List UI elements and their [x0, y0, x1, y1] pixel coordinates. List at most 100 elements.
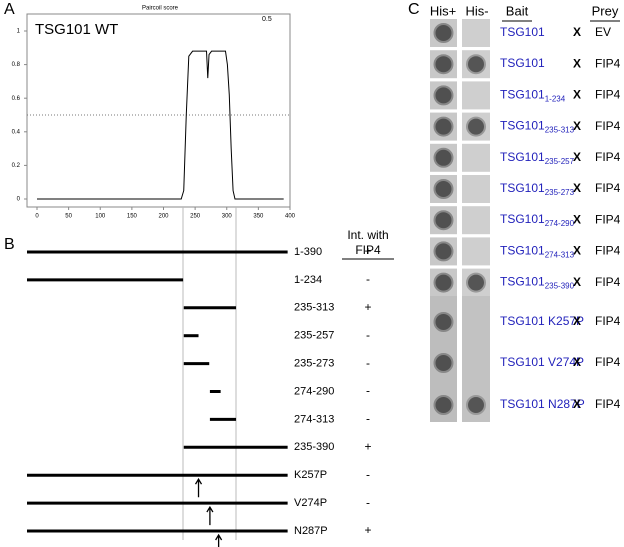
cross: X — [573, 355, 581, 369]
plate-his-minus — [462, 81, 490, 110]
y-tick-label: 0.4 — [12, 129, 21, 135]
construct-label: K257P — [294, 469, 327, 481]
bait-range: 235-390 — [545, 282, 575, 291]
cross: X — [573, 25, 581, 39]
mutation-arrow — [194, 477, 203, 498]
prey: FIP4 — [595, 212, 621, 226]
panel-label: C — [408, 1, 420, 18]
x-tick-label: 50 — [65, 214, 72, 220]
bait: TSG101 — [500, 56, 545, 70]
column-header: FIP4 — [355, 243, 381, 257]
prey: FIP4 — [595, 56, 621, 70]
bait-name: TSG101 — [500, 150, 545, 164]
column-header: Bait — [506, 3, 529, 18]
column-header: His+ — [430, 3, 456, 18]
bait-range: 235-257 — [545, 157, 575, 166]
plate-his-minus — [462, 19, 490, 47]
bait-range: 235-273 — [545, 188, 575, 197]
colony — [433, 179, 454, 199]
bait-name: TSG101 — [500, 244, 545, 258]
plot-label: TSG101 WT — [35, 21, 118, 38]
cross: X — [573, 56, 581, 70]
colony — [433, 54, 454, 75]
colony — [466, 116, 486, 137]
bait-name: TSG101 — [500, 181, 545, 195]
bait-range: 274-290 — [545, 219, 575, 228]
interaction: - — [366, 272, 370, 286]
prey: FIP4 — [595, 275, 621, 289]
x-tick-label: 300 — [222, 214, 233, 220]
plot-frame — [26, 13, 291, 208]
construct-label: 1-390 — [294, 246, 322, 258]
bait-name: TSG101 — [500, 212, 545, 226]
plot-title: Paircoil score — [142, 6, 179, 12]
y-tick-label: 0.8 — [12, 62, 21, 68]
column-header: Int. with — [347, 228, 388, 242]
interaction: + — [364, 300, 371, 314]
cross: X — [573, 397, 581, 411]
bait: TSG101235-390 — [500, 275, 575, 291]
construct-label: 235-273 — [294, 358, 334, 370]
y-tick-label: 0.2 — [12, 163, 21, 169]
bait: TSG101274-290 — [500, 212, 575, 228]
cross: X — [573, 88, 581, 102]
bait: TSG101235-257 — [500, 150, 575, 166]
cross: X — [573, 181, 581, 195]
x-tick-label: 100 — [95, 214, 106, 220]
bait: TSG101 K257P — [500, 314, 584, 328]
bait-name: TSG101 — [500, 56, 545, 70]
y-tick-label: 0.6 — [12, 96, 21, 102]
colony — [433, 210, 454, 231]
colony — [433, 312, 454, 332]
bait: TSG101 N287P — [500, 397, 585, 411]
bait-name: TSG101 N287P — [500, 397, 585, 411]
x-tick-label: 400 — [285, 214, 296, 220]
interaction: + — [364, 244, 371, 258]
prey: FIP4 — [595, 244, 621, 258]
bait-name: TSG101 — [500, 25, 545, 39]
prey: FIP4 — [595, 119, 621, 133]
mutation-arrow — [215, 533, 223, 547]
interaction: - — [366, 467, 370, 481]
interaction: + — [364, 439, 371, 453]
bait: TSG101 — [500, 25, 545, 39]
mutation-arrow — [206, 505, 214, 526]
y-tick-label: 1 — [17, 29, 21, 35]
bait-name: TSG101 V274P — [500, 355, 584, 369]
colony — [433, 353, 454, 373]
x-tick-label: 150 — [127, 214, 138, 220]
x-tick-label: 0 — [35, 214, 39, 220]
plate-his-minus — [462, 237, 490, 266]
construct-label: 235-257 — [294, 330, 334, 342]
colony — [466, 395, 486, 415]
bait: TSG1011-234 — [500, 88, 566, 104]
prey: EV — [595, 25, 611, 39]
colony — [433, 23, 454, 43]
colony — [466, 54, 486, 75]
construct-label: 1-234 — [294, 274, 322, 286]
bait: TSG101 V274P — [500, 355, 584, 369]
bait-range: 1-234 — [545, 95, 566, 104]
colony — [433, 116, 454, 137]
construct-label: 274-313 — [294, 413, 334, 425]
bait: TSG101235-313 — [500, 119, 575, 135]
bait-range: 274-313 — [545, 251, 575, 260]
bait-name: TSG101 K257P — [500, 314, 584, 328]
colony — [433, 147, 454, 168]
x-tick-label: 250 — [190, 214, 201, 220]
x-tick-label: 350 — [253, 214, 264, 220]
bait: TSG101274-313 — [500, 244, 575, 260]
construct-label: V274P — [294, 497, 327, 509]
bait-name: TSG101 — [500, 119, 545, 133]
interaction: + — [364, 523, 371, 537]
cross: X — [573, 212, 581, 226]
interaction: - — [366, 328, 370, 342]
prey: FIP4 — [595, 88, 621, 102]
cross: X — [573, 150, 581, 164]
prey: FIP4 — [595, 355, 621, 369]
cross: X — [573, 244, 581, 258]
prey: FIP4 — [595, 181, 621, 195]
panel-label: B — [4, 236, 15, 253]
cross: X — [573, 314, 581, 328]
